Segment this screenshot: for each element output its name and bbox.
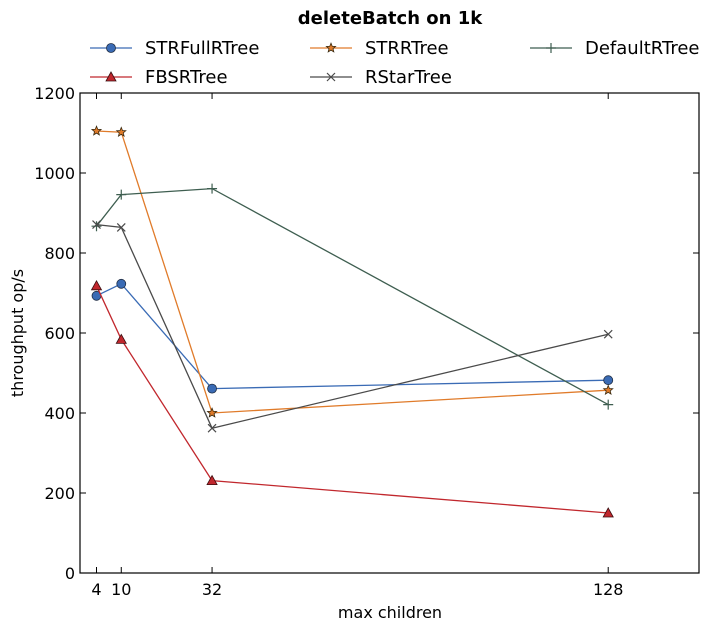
legend-label: STRRTree bbox=[365, 38, 449, 59]
legend-item-rstartree: RStarTree bbox=[310, 67, 452, 88]
series-layer bbox=[90, 125, 614, 518]
legend-swatch-marker bbox=[325, 42, 337, 53]
data-point-rstartree bbox=[603, 329, 613, 339]
data-point-strrtree bbox=[206, 407, 218, 418]
series-fbsrtree bbox=[90, 279, 614, 518]
series-line-defaultrtree bbox=[95, 187, 609, 406]
y-axis-label: throughput op/s bbox=[8, 269, 27, 397]
legend-label: DefaultRTree bbox=[585, 38, 699, 59]
legend-label: STRFullRTree bbox=[145, 38, 259, 59]
series-strfullrtree bbox=[91, 278, 614, 394]
y-tick-label: 200 bbox=[44, 484, 75, 503]
series-line-fbsrtree bbox=[95, 285, 609, 514]
data-point-rstartree bbox=[207, 423, 217, 433]
x-tick-label: 128 bbox=[593, 580, 624, 599]
legend-swatch-marker bbox=[105, 71, 117, 82]
legend-item-strrtree: STRRTree bbox=[310, 38, 449, 59]
data-point-fbsrtree bbox=[115, 333, 127, 344]
legend-label: RStarTree bbox=[365, 67, 452, 88]
plot-area bbox=[79, 92, 700, 574]
data-point-defaultrtree bbox=[116, 189, 127, 200]
legend-item-defaultrtree: DefaultRTree bbox=[530, 38, 699, 59]
series-line-strrtree bbox=[96, 130, 609, 414]
axis-ticks: 4 10 32 128 0 200 400 600 800 1000 1200 bbox=[34, 84, 699, 599]
legend-item-strfullrtree: STRFullRTree bbox=[90, 38, 259, 59]
y-tick-label: 600 bbox=[44, 324, 75, 343]
series-line-strfullrtree bbox=[96, 282, 609, 390]
x-axis-label: max children bbox=[338, 603, 442, 622]
y-tick-label: 1000 bbox=[34, 164, 75, 183]
y-tick-label: 0 bbox=[65, 564, 75, 583]
legend-label: FBSRTree bbox=[145, 67, 228, 88]
legend-swatch-marker bbox=[326, 72, 336, 82]
data-point-rstartree bbox=[116, 222, 126, 232]
data-point-fbsrtree bbox=[206, 474, 218, 486]
data-point-strrtree bbox=[602, 384, 614, 395]
y-tick-label: 400 bbox=[44, 404, 75, 423]
series-line-rstartree bbox=[96, 223, 609, 429]
y-tick-label: 1200 bbox=[34, 84, 75, 103]
data-point-defaultrtree bbox=[91, 221, 102, 232]
data-point-strfullrtree bbox=[603, 375, 614, 386]
data-point-strrtree bbox=[90, 125, 103, 136]
data-point-rstartree bbox=[92, 220, 101, 230]
data-point-strrtree bbox=[115, 126, 127, 137]
chart-title: deleteBatch on 1k bbox=[298, 8, 483, 29]
data-point-fbsrtree bbox=[90, 279, 103, 291]
legend-swatch-marker bbox=[106, 43, 116, 53]
series-rstartree bbox=[92, 220, 613, 433]
data-point-fbsrtree bbox=[602, 507, 614, 518]
x-tick-label: 32 bbox=[202, 580, 222, 599]
x-tick-label: 10 bbox=[111, 580, 131, 599]
series-strrtree bbox=[90, 125, 614, 418]
data-point-defaultrtree bbox=[603, 399, 614, 410]
data-point-strfullrtree bbox=[116, 278, 127, 289]
data-point-defaultrtree bbox=[207, 183, 218, 194]
legend-item-fbsrtree: FBSRTree bbox=[90, 67, 228, 88]
data-point-strfullrtree bbox=[207, 383, 217, 394]
legend: STRFullRTree STRRTree DefaultRTree FBSRTree… bbox=[90, 38, 699, 88]
x-tick-label: 4 bbox=[91, 580, 101, 599]
y-tick-label: 800 bbox=[44, 244, 75, 263]
series-defaultrtree bbox=[91, 183, 614, 410]
legend-swatch-marker bbox=[546, 43, 556, 53]
